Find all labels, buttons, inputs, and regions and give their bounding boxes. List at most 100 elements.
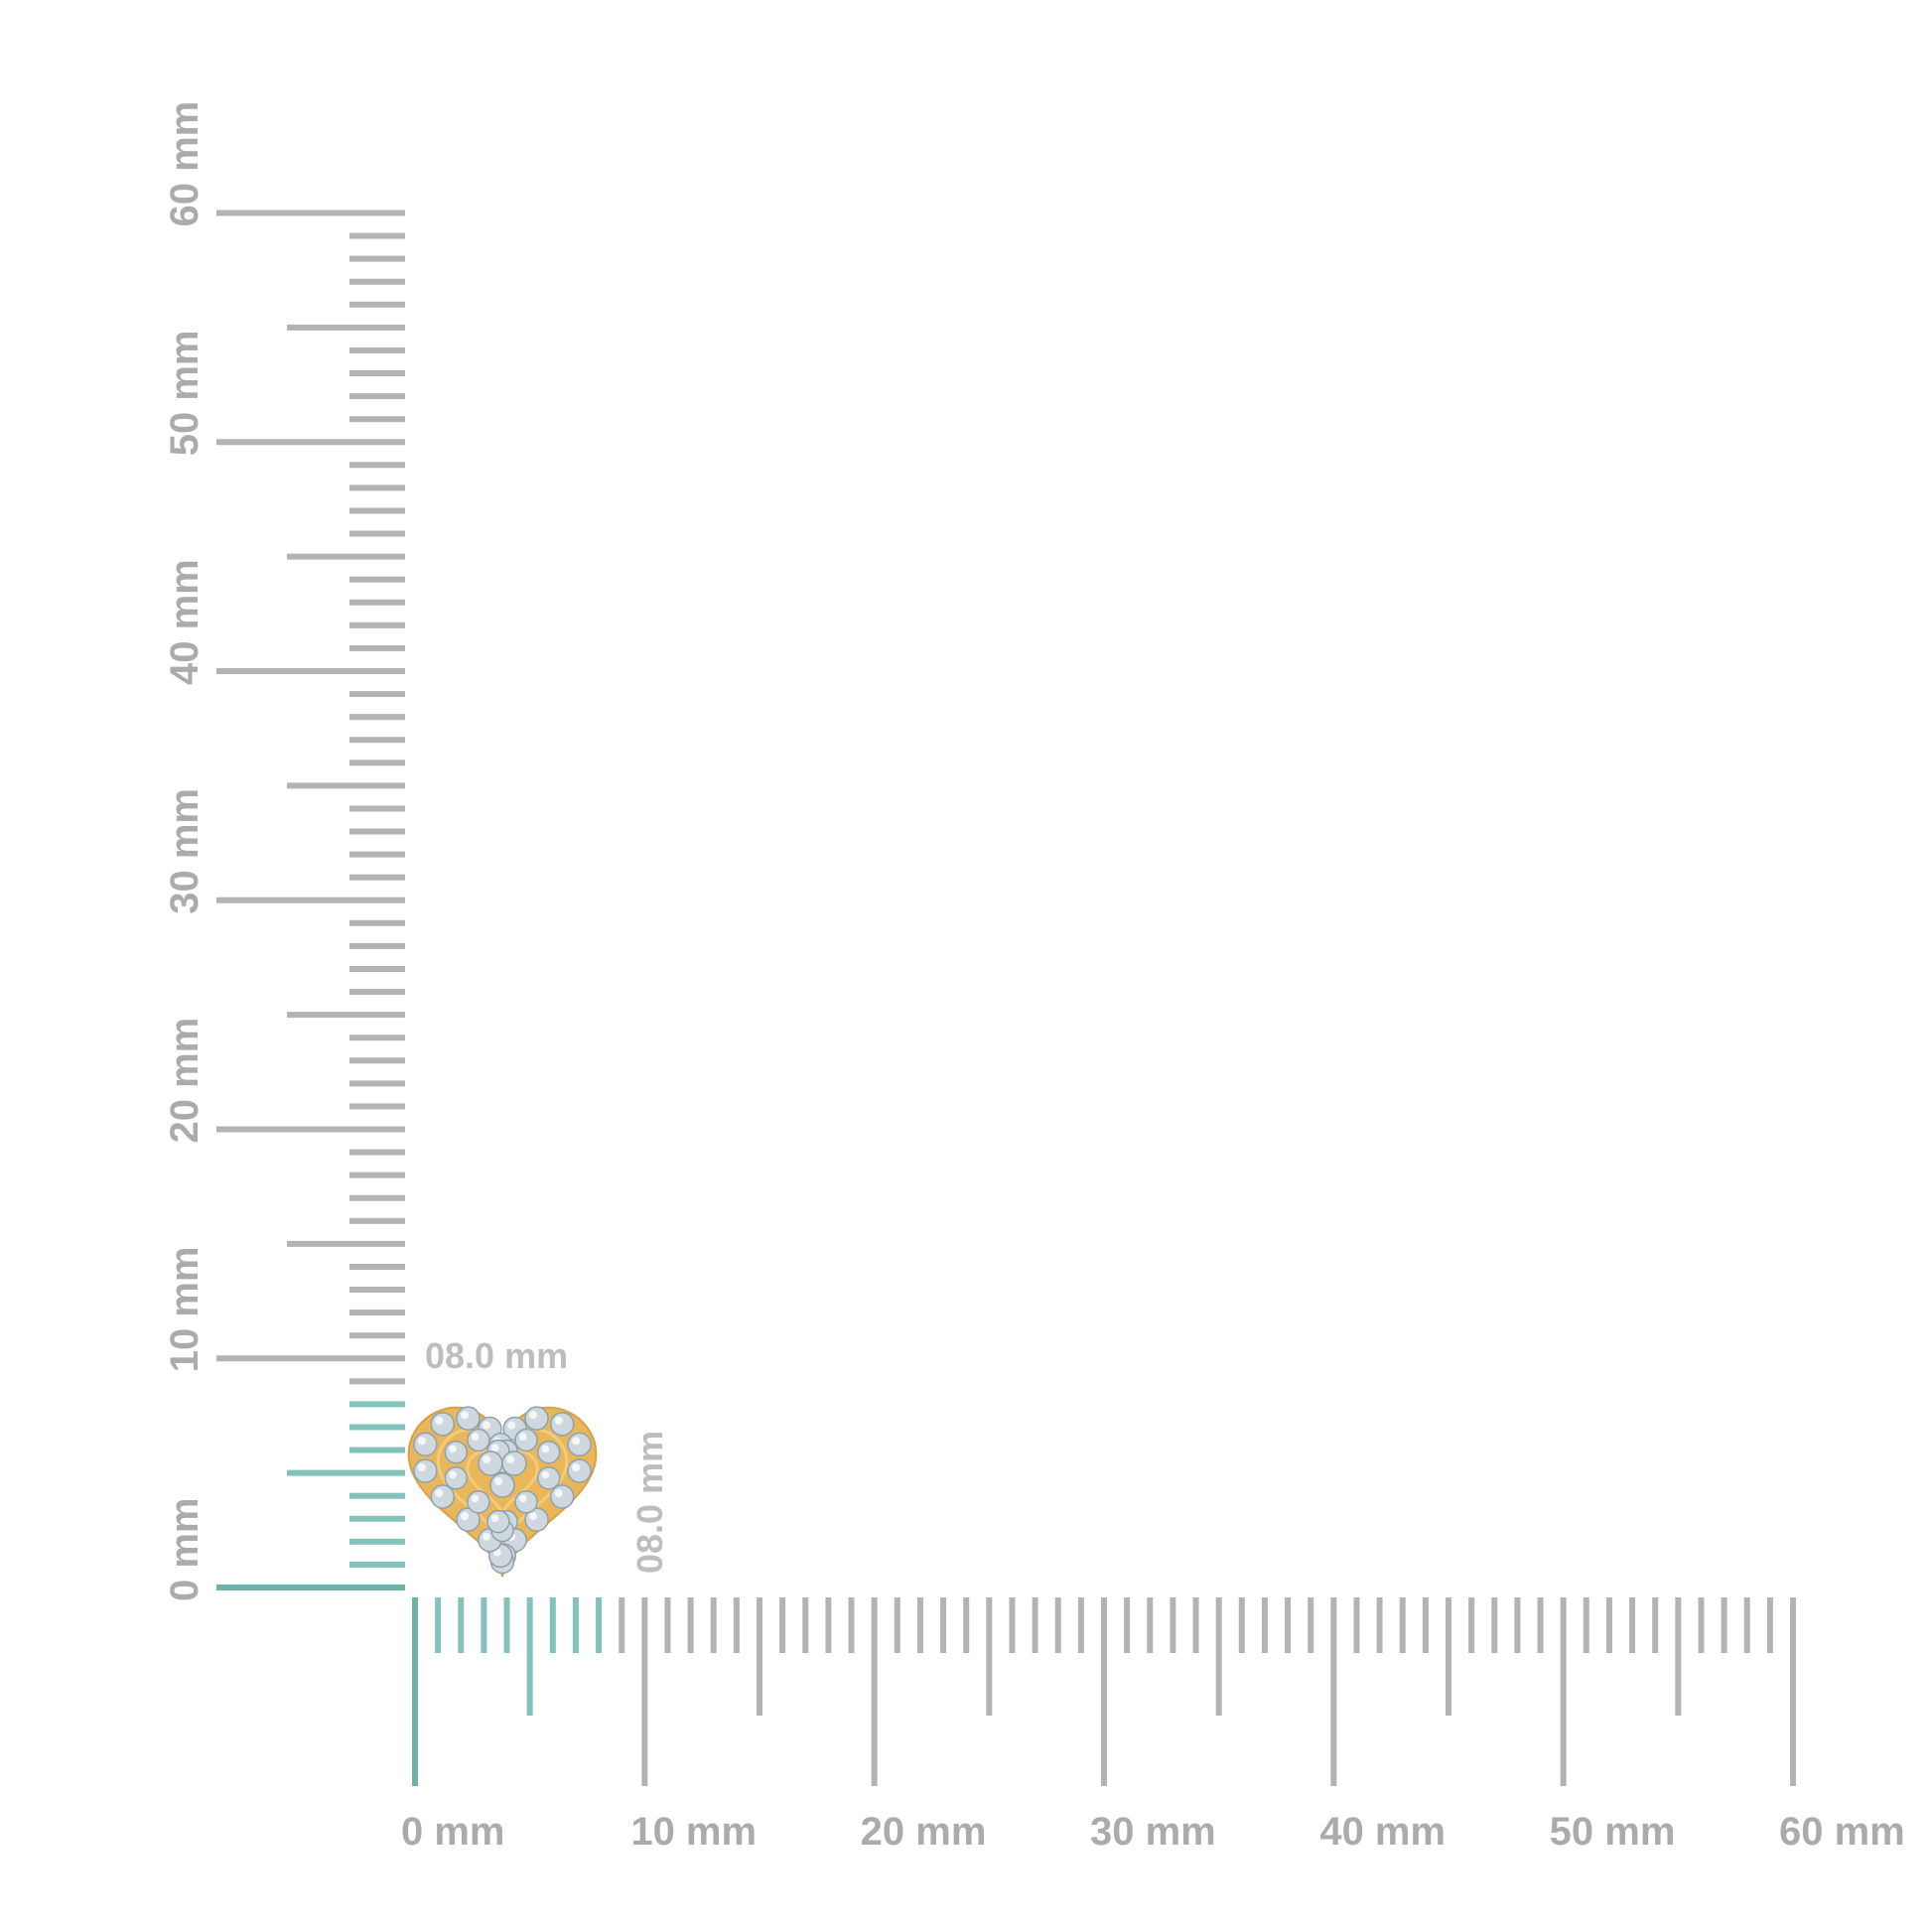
vertical-tick-43mm (349, 599, 405, 606)
horizontal-tick-42mm (1376, 1597, 1383, 1653)
vertical-label-20: 20 mm (163, 1018, 207, 1144)
outer-diamond (456, 1406, 481, 1431)
horizontal-tick-54mm (1652, 1597, 1659, 1653)
horizontal-label-30: 30 mm (1090, 1810, 1216, 1854)
horizontal-tick-1mm (435, 1597, 442, 1653)
outer-diamond-sparkle (572, 1437, 581, 1446)
horizontal-tick-12mm (687, 1597, 694, 1653)
center-diamond (489, 1472, 515, 1498)
middle-diamond-sparkle (541, 1445, 550, 1453)
vertical-tick-36mm (349, 759, 405, 766)
middle-diamond (467, 1490, 490, 1514)
horizontal-tick-52mm (1605, 1597, 1612, 1653)
height-dimension-label: 08.0 mm (629, 1431, 670, 1574)
horizontal-tick-11mm (664, 1597, 671, 1653)
heart-earring-image (407, 1406, 598, 1578)
horizontal-tick-13mm (710, 1597, 717, 1653)
middle-diamond-sparkle (471, 1494, 480, 1503)
horizontal-tick-47mm (1491, 1597, 1498, 1653)
horizontal-tick-56mm (1698, 1597, 1705, 1653)
vertical-tick-26mm (349, 989, 405, 996)
vertical-tick-15mm (287, 1240, 405, 1247)
vertical-tick-16mm (349, 1217, 405, 1224)
horizontal-ruler (412, 1597, 1796, 1786)
vertical-tick-35mm (287, 782, 405, 789)
outer-diamond-sparkle (460, 1512, 470, 1521)
horizontal-tick-20mm (871, 1597, 878, 1786)
horizontal-tick-28mm (1054, 1597, 1061, 1653)
middle-diamond (467, 1428, 490, 1452)
middle-diamond (514, 1428, 538, 1452)
vertical-tick-47mm (349, 507, 405, 514)
horizontal-tick-55mm (1675, 1597, 1682, 1716)
vertical-tick-49mm (349, 462, 405, 469)
horizontal-tick-7mm (572, 1597, 579, 1653)
outer-diamond-sparkle (554, 1416, 563, 1425)
horizontal-tick-26mm (1009, 1597, 1016, 1653)
vertical-tick-1mm (349, 1561, 405, 1568)
center-gold-ring (466, 1449, 539, 1515)
vertical-tick-0mm (216, 1585, 405, 1590)
vertical-label-60: 60 mm (163, 101, 207, 227)
vertical-tick-38mm (349, 714, 405, 721)
vertical-tick-12mm (349, 1310, 405, 1316)
horizontal-tick-57mm (1721, 1597, 1727, 1653)
outer-diamond-sparkle (435, 1416, 444, 1425)
horizontal-tick-23mm (940, 1597, 947, 1653)
horizontal-label-10: 10 mm (630, 1810, 757, 1854)
horizontal-label-60: 60 mm (1779, 1810, 1905, 1854)
middle-diamond-sparkle (518, 1433, 527, 1441)
horizontal-tick-3mm (481, 1597, 487, 1653)
outer-diamond-sparkle (417, 1463, 426, 1472)
vertical-tick-48mm (349, 484, 405, 491)
outer-diamond-sparkle (482, 1532, 490, 1541)
middle-diamond-sparkle (449, 1445, 457, 1453)
horizontal-tick-34mm (1192, 1597, 1199, 1653)
vertical-label-0: 0 mm (163, 1498, 207, 1602)
horizontal-tick-10mm (641, 1597, 648, 1786)
vertical-tick-8mm (349, 1401, 405, 1408)
horizontal-tick-58mm (1743, 1597, 1750, 1653)
vertical-tick-23mm (349, 1057, 405, 1064)
vertical-tick-31mm (349, 874, 405, 881)
vertical-tick-21mm (349, 1103, 405, 1110)
horizontal-tick-17mm (802, 1597, 809, 1653)
horizontal-tick-35mm (1215, 1597, 1222, 1716)
horizontal-tick-53mm (1629, 1597, 1636, 1653)
vertical-tick-53mm (349, 370, 405, 377)
vertical-tick-42mm (349, 621, 405, 628)
horizontal-tick-16mm (779, 1597, 786, 1653)
outer-diamond-sparkle (554, 1489, 563, 1498)
horizontal-tick-33mm (1170, 1597, 1176, 1653)
horizontal-tick-38mm (1285, 1597, 1292, 1653)
vertical-tick-52mm (349, 393, 405, 400)
middle-diamond-sparkle (490, 1514, 499, 1523)
horizontal-label-20: 20 mm (861, 1810, 987, 1854)
horizontal-tick-59mm (1766, 1597, 1773, 1653)
vertical-tick-41mm (349, 644, 405, 651)
outer-diamond-sparkle (507, 1421, 516, 1430)
middle-diamond-sparkle (449, 1470, 457, 1479)
horizontal-tick-41mm (1353, 1597, 1360, 1653)
middle-diamond (536, 1466, 561, 1490)
vertical-label-40: 40 mm (163, 559, 207, 685)
horizontal-tick-50mm (1560, 1597, 1567, 1786)
horizontal-tick-4mm (503, 1597, 510, 1653)
horizontal-tick-15mm (757, 1597, 762, 1716)
horizontal-tick-43mm (1399, 1597, 1406, 1653)
vertical-tick-13mm (349, 1287, 405, 1294)
vertical-tick-7mm (349, 1424, 405, 1431)
vertical-label-50: 50 mm (163, 331, 207, 457)
vertical-tick-3mm (349, 1515, 405, 1522)
vertical-ruler (216, 209, 405, 1590)
outer-diamond-sparkle (482, 1421, 490, 1430)
middle-diamond (486, 1509, 510, 1534)
horizontal-tick-45mm (1446, 1597, 1451, 1716)
vertical-tick-60mm (216, 209, 405, 216)
outer-diamond (549, 1412, 575, 1437)
middle-diamond (444, 1440, 469, 1464)
horizontal-tick-27mm (1032, 1597, 1038, 1653)
horizontal-tick-25mm (986, 1597, 993, 1716)
